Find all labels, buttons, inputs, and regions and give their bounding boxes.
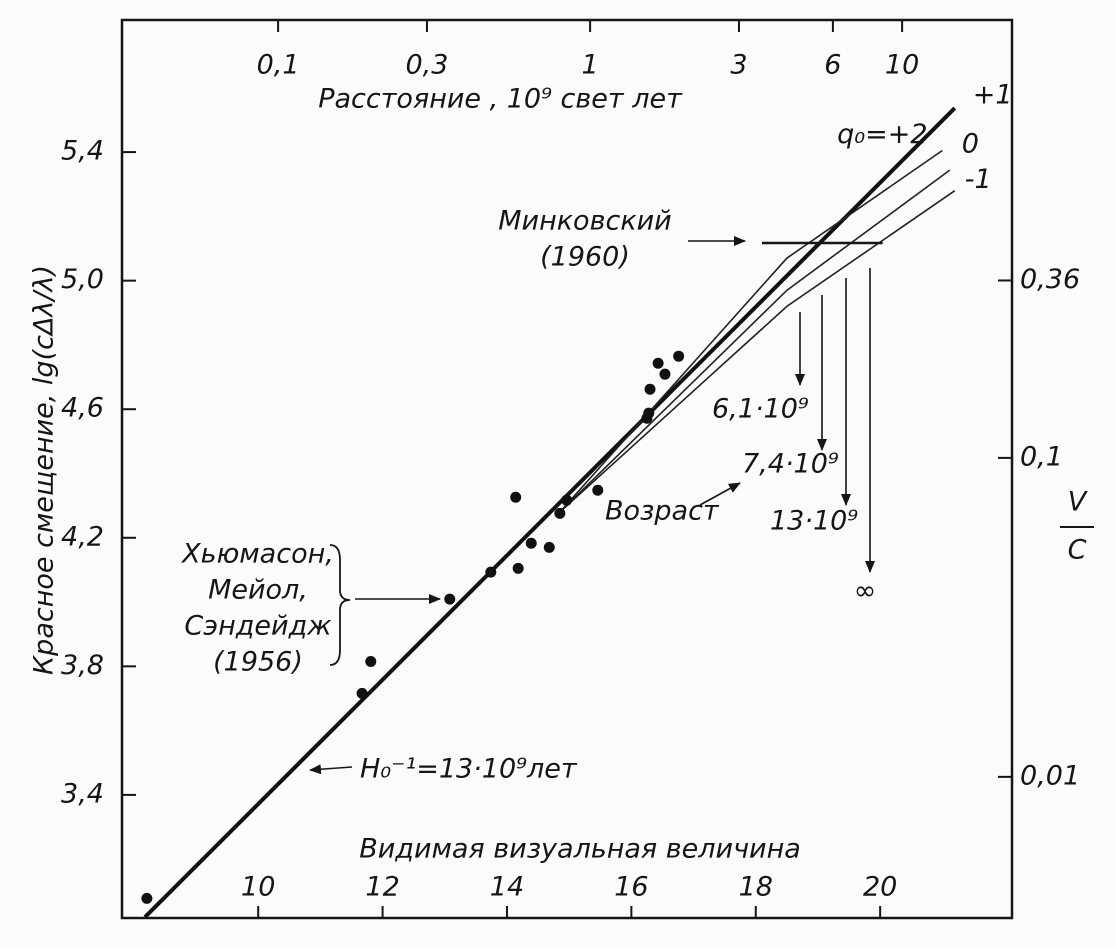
x2-axis-label: Расстояние , 10⁹ свет лет [318,84,683,115]
data-point [543,541,555,553]
x2-tick-label: 1 [582,50,599,81]
data-point [356,687,368,699]
y-tick-label: 4,2 [61,521,104,552]
series-label: +1 [973,80,1013,111]
series-line [559,169,951,513]
series-line [559,149,943,513]
data-point [673,350,685,362]
y-tick-label: 5,0 [61,264,104,295]
x-tick-label: 18 [739,872,773,903]
x2-tick-label: 0,3 [405,50,448,81]
annotation: 6,1·10⁹ [712,394,809,425]
annotation: H₀⁻¹=13·10⁹лет [360,754,578,785]
annotation: Сэндейдж [184,611,332,642]
y2-tick-label: 0,36 [1020,264,1080,295]
annotation: Мейол, [208,575,308,606]
x2-tick-label: 0,1 [257,50,300,81]
y-axis-label: Красное смещение, lg(cΔλ/λ) [29,265,60,675]
series-label: q₀=+2 [837,119,927,150]
data-point [444,593,456,605]
annotation: ∞ [854,576,877,607]
series-label: -1 [965,164,992,195]
data-point [652,357,664,369]
y-tick-label: 3,4 [61,778,104,809]
x2-tick-label: 6 [824,50,841,81]
arrow [699,482,741,506]
x2-tick-label: 3 [730,50,747,81]
annotation: 7,4·10⁹ [742,449,839,480]
x2-tick-label: 10 [885,50,919,81]
data-point [644,383,656,395]
x-tick-label: 16 [614,872,648,903]
annotation: (1960) [540,242,630,273]
annotation: Возраст [605,496,720,527]
data-point [561,494,573,506]
data-point [592,484,604,496]
x-tick-label: 10 [241,872,275,903]
y2-axis-label: C [1068,535,1087,566]
annotation: (1956) [213,647,303,678]
x-axis-label: Видимая визуальная величина [359,834,801,865]
arrow [309,764,353,775]
x-tick-label: 12 [365,872,399,903]
y2-axis-label: V [1068,487,1089,518]
data-point [554,507,566,519]
brace [329,544,351,666]
series-label: 0 [962,129,979,160]
data-point [510,491,522,503]
y-tick-label: 4,6 [61,393,104,424]
data-point [141,892,153,904]
annotation: Хьюмасон, [180,539,334,570]
series-line [559,190,956,513]
annotation: 13·10⁹ [770,506,858,537]
x-tick-label: 14 [490,872,524,903]
y2-tick-label: 0,1 [1020,441,1063,472]
data-point [659,368,671,380]
y-tick-label: 3,8 [61,650,104,681]
x-tick-label: 20 [863,872,897,903]
data-point [512,562,524,574]
data-point [525,537,537,549]
data-point [485,566,497,578]
y-tick-label: 5,4 [61,136,104,167]
data-point [365,656,377,668]
y2-tick-label: 0,01 [1020,760,1080,791]
annotation: Минковский [498,206,671,237]
plot-frame [120,18,1014,920]
data-point [643,407,655,419]
